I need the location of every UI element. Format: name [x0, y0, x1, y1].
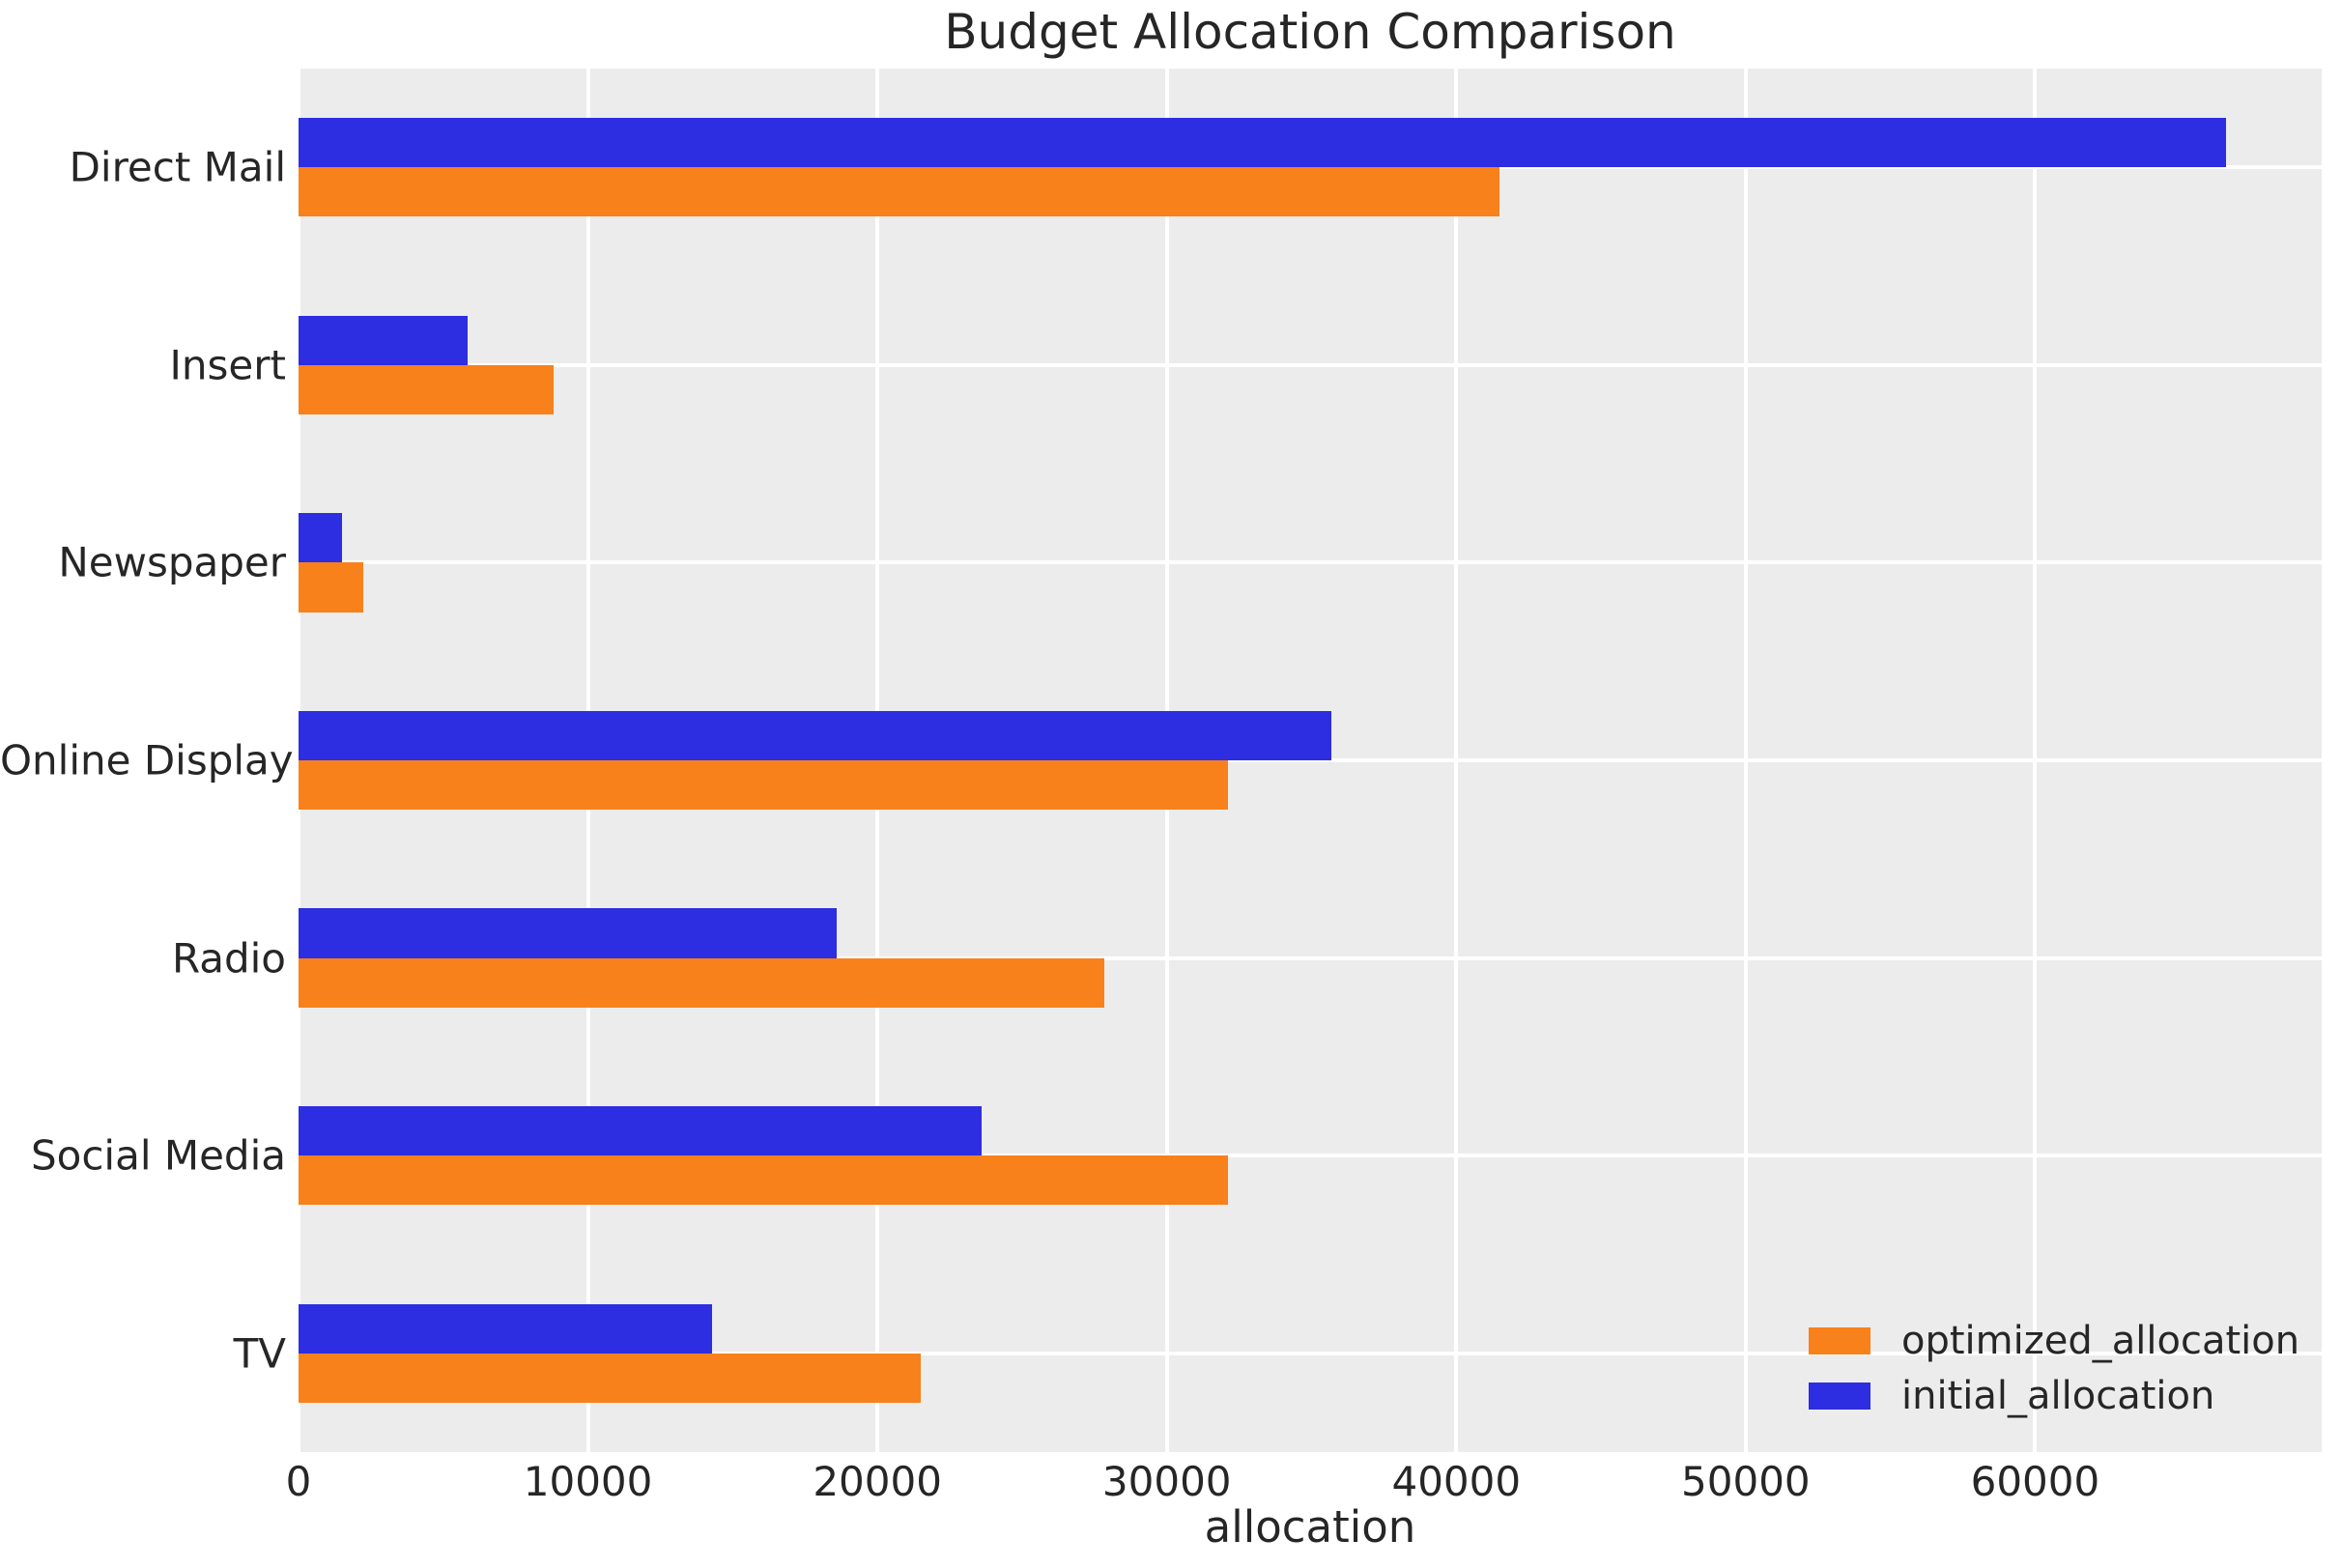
- y-tick-label-direct-mail: Direct Mail: [69, 143, 286, 191]
- gridline-y-insert: [299, 362, 2322, 367]
- legend-swatch-optimized-allocation: [1809, 1327, 1870, 1354]
- legend-item-initial-allocation: initial_allocation: [1809, 1374, 2215, 1418]
- plot-area: [297, 69, 2322, 1452]
- gridline-y-social-media: [299, 1154, 2322, 1158]
- bar-social-media-initial-allocation: [299, 1106, 982, 1156]
- x-tick-label-60000: 60000: [1970, 1458, 2100, 1505]
- bar-tv-optimized-allocation: [299, 1353, 922, 1403]
- x-tick-label-0: 0: [285, 1458, 312, 1505]
- y-tick-label-radio: Radio: [171, 934, 286, 983]
- y-tick-label-newspaper: Newspaper: [58, 538, 286, 586]
- legend-swatch-initial-allocation: [1809, 1383, 1870, 1410]
- bar-radio-initial-allocation: [299, 908, 838, 958]
- bar-direct-mail-optimized-allocation: [299, 167, 1500, 217]
- bar-insert-optimized-allocation: [299, 364, 554, 414]
- bar-online-display-optimized-allocation: [299, 760, 1228, 811]
- x-axis-label: allocation: [1204, 1501, 1416, 1553]
- bar-newspaper-optimized-allocation: [299, 562, 364, 613]
- x-tick-label-20000: 20000: [813, 1458, 942, 1505]
- legend-label-optimized-allocation: optimized_allocation: [1901, 1319, 2300, 1363]
- gridline-y-newspaper: [299, 560, 2322, 565]
- chart-title: Budget Allocation Comparison: [944, 4, 1676, 60]
- legend-label-initial-allocation: initial_allocation: [1901, 1374, 2215, 1418]
- x-tick-label-40000: 40000: [1391, 1458, 1522, 1505]
- x-tick-label-50000: 50000: [1681, 1458, 1811, 1505]
- x-tick-label-10000: 10000: [523, 1458, 653, 1505]
- legend-item-optimized-allocation: optimized_allocation: [1809, 1319, 2300, 1363]
- bar-tv-initial-allocation: [299, 1303, 713, 1354]
- y-tick-label-social-media: Social Media: [30, 1131, 286, 1180]
- gridline-y-online-display: [299, 758, 2322, 762]
- y-tick-label-online-display: Online Display: [0, 736, 294, 784]
- bar-social-media-optimized-allocation: [299, 1155, 1228, 1206]
- y-tick-label-insert: Insert: [169, 341, 286, 389]
- bar-newspaper-initial-allocation: [299, 513, 342, 563]
- bar-direct-mail-initial-allocation: [299, 118, 2227, 168]
- bar-radio-optimized-allocation: [299, 957, 1105, 1008]
- x-tick-label-30000: 30000: [1101, 1458, 1232, 1505]
- bar-insert-initial-allocation: [299, 315, 469, 365]
- gridline-y-tv: [299, 1351, 2322, 1355]
- gridline-y-radio: [299, 955, 2322, 960]
- bar-online-display-initial-allocation: [299, 710, 1332, 760]
- y-tick-label-tv: TV: [233, 1329, 286, 1378]
